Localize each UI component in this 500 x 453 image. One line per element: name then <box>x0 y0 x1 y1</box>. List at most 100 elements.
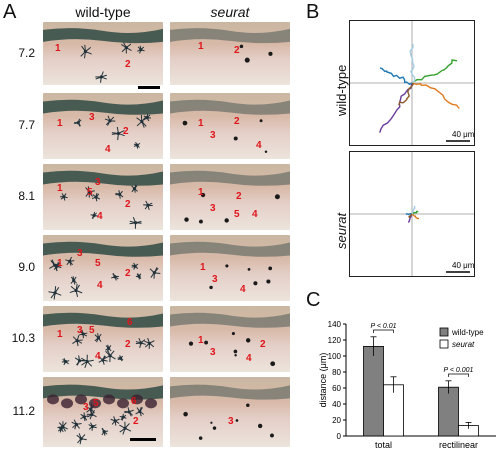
pigment-clump <box>117 398 129 409</box>
cell-number-label: 4 <box>256 140 262 151</box>
y-tick-label: 140 <box>328 320 342 329</box>
wild-type-photo: 1 3 2 4 <box>43 93 163 159</box>
panel-a-scale-bar-bottom <box>130 438 156 441</box>
photo-svg <box>170 93 290 159</box>
melanophore <box>117 355 124 362</box>
melanophore <box>115 190 124 199</box>
melanophore <box>95 71 107 83</box>
melanophore <box>90 211 98 219</box>
pigment-clump <box>89 398 101 409</box>
melanophore <box>91 192 101 202</box>
panel-c-letter: C <box>306 289 321 311</box>
melanophore <box>253 281 258 286</box>
melanophore <box>257 423 263 429</box>
p-value-annotation: P < 0.001 <box>444 367 474 374</box>
melanophore <box>234 354 237 357</box>
melanophore <box>244 57 250 63</box>
photo-svg <box>170 235 290 301</box>
melanophore <box>212 426 217 430</box>
dorsal-stripe <box>170 28 290 44</box>
melanophore <box>105 344 112 352</box>
dorsal-stripe <box>43 312 163 328</box>
melanophore <box>131 184 138 193</box>
cell-number-label: 2 <box>125 59 131 70</box>
cell-number-label: 2 <box>125 268 131 279</box>
wild-type-photo: 3 1 5 2 4 <box>43 235 163 301</box>
melanophore <box>49 259 61 272</box>
cell-number-label: 3 <box>212 274 218 285</box>
track-plot-seurat: 40 μm <box>349 151 475 277</box>
melanophore <box>245 338 251 343</box>
melanophore <box>137 45 145 54</box>
dorsal-stripe <box>170 312 290 328</box>
cell-number-label: 1 <box>57 329 63 340</box>
cell-number-label: 6 <box>131 396 137 407</box>
melanophore <box>224 218 229 223</box>
cell-number-label: 4 <box>252 209 258 220</box>
cell-number-label: 2 <box>125 199 131 210</box>
melanophore <box>233 136 238 141</box>
melanophore <box>268 51 273 56</box>
melanophore <box>144 337 155 349</box>
photo-svg <box>43 22 163 85</box>
melanophore <box>71 419 82 430</box>
melanophore <box>270 361 276 367</box>
melanophore <box>259 119 263 123</box>
melanophore <box>80 354 94 368</box>
y-tick-label: 20 <box>332 416 341 425</box>
panel-a-scale-bar-top <box>138 86 160 89</box>
category-label: rectilinear <box>439 440 478 450</box>
melanophore <box>198 436 203 440</box>
melanophore <box>233 349 238 354</box>
cell-number-label: 2 <box>133 416 139 427</box>
y-tick-label: 0 <box>337 432 342 441</box>
melanophore <box>135 273 142 280</box>
dorsal-stripe <box>43 170 163 186</box>
melanophore <box>209 285 213 290</box>
legend-swatch <box>439 327 449 337</box>
cell-number-label: 3 <box>77 248 83 259</box>
dorsal-stripe <box>43 99 163 115</box>
melanophore <box>274 194 280 200</box>
cell-number-label: 2 <box>234 116 240 127</box>
bar-chart: 0 20 40 60 80 100 120 140 distance (μm) total P < … <box>318 320 496 450</box>
cell-number-label: 3 <box>210 203 216 214</box>
track-scale-label: 40 μm <box>452 130 474 139</box>
panel-a-letter: A <box>3 1 17 23</box>
melanophore <box>184 217 189 222</box>
column-header-seurat: seurat <box>210 4 250 20</box>
melanophore <box>136 114 147 128</box>
photo-svg <box>170 306 290 372</box>
melanophore <box>76 433 87 445</box>
melanophore <box>80 412 89 422</box>
dorsal-stripe <box>43 28 163 44</box>
melanophore <box>61 358 70 366</box>
panel-b-letter: B <box>306 1 320 23</box>
panel-b-label-wild-type: wild-type <box>334 64 349 116</box>
melanophore <box>235 419 239 422</box>
melanophore <box>65 256 75 266</box>
cell-number-label: 3 <box>83 402 89 413</box>
melanophore <box>48 286 62 300</box>
cell-number-label: 2 <box>123 126 129 137</box>
p-value-annotation: P < 0.01 <box>370 323 396 330</box>
timepoint-label: 9.0 <box>18 260 35 274</box>
melanophore <box>149 267 161 279</box>
y-tick-label: 80 <box>332 368 341 377</box>
cell-number-label: 3 <box>210 347 216 358</box>
cell-track <box>398 82 414 106</box>
melanophore <box>101 427 109 436</box>
cell-track <box>379 82 413 133</box>
seurat-photo: 1 2 3 4 <box>170 93 290 159</box>
timepoint-label: 7.2 <box>18 45 35 60</box>
cell-number-label: 3 <box>77 325 83 336</box>
melanophore <box>72 335 83 347</box>
cell-number-label: 2 <box>234 45 240 56</box>
photo-svg <box>170 377 290 447</box>
panel-b-label-seurat: seurat <box>334 212 349 249</box>
wild-type-photo: 3 1 5 6 2 4 <box>43 306 163 372</box>
pigment-clump <box>47 394 59 405</box>
y-tick-label: 40 <box>332 400 341 409</box>
